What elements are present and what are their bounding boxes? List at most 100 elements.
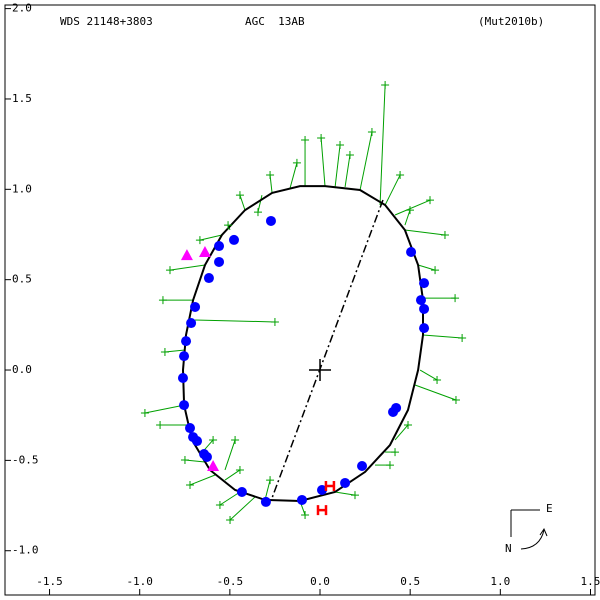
x-tick-label: 1.0 xyxy=(490,575,510,588)
observation-plus xyxy=(385,461,394,470)
x-tick-label: -1.5 xyxy=(36,575,63,588)
observation-dot xyxy=(419,303,430,314)
observation-plus xyxy=(215,501,224,510)
y-tick-label: -0.5 xyxy=(12,453,39,466)
observation-dot xyxy=(177,372,188,383)
observation-plus xyxy=(226,516,235,525)
primary-star xyxy=(309,359,332,382)
observation-plus xyxy=(345,150,354,159)
observation-plus xyxy=(391,448,400,457)
observation-plus xyxy=(404,420,413,429)
observation-plus xyxy=(270,317,279,326)
compass-east: E xyxy=(546,502,553,515)
residual-line xyxy=(404,229,446,236)
residual-line xyxy=(419,369,438,381)
plot-layer xyxy=(140,81,467,525)
observation-dot xyxy=(419,278,430,289)
residual-line xyxy=(334,144,341,189)
observation-dot xyxy=(179,351,190,362)
observation-dot xyxy=(406,247,417,258)
observation-triangle xyxy=(198,246,211,258)
observation-triangle xyxy=(180,249,193,261)
compass-arrow xyxy=(520,529,545,550)
x-tick-label: 0.5 xyxy=(400,575,420,588)
observation-dot xyxy=(192,436,203,447)
residual-line xyxy=(229,496,256,521)
observation-plus xyxy=(451,396,460,405)
residual-line xyxy=(394,199,431,216)
observation-plus xyxy=(165,266,174,275)
residual-line xyxy=(219,491,241,506)
observation-plus xyxy=(350,491,359,500)
observation-plus xyxy=(431,266,440,275)
observation-plus xyxy=(180,456,189,465)
observation-plus xyxy=(381,81,390,90)
compass-north: N xyxy=(505,542,512,555)
observation-plus xyxy=(266,171,275,180)
compass xyxy=(510,509,548,550)
residual-line xyxy=(384,174,401,206)
residual-line xyxy=(264,479,271,501)
observation-dot xyxy=(415,295,426,306)
plot-frame xyxy=(4,4,596,596)
x-tick-label: 1.5 xyxy=(581,575,600,588)
observation-plus xyxy=(367,128,376,137)
y-tick-label: 2.0 xyxy=(12,2,32,15)
residual-line xyxy=(144,404,185,414)
observation-dot xyxy=(260,496,271,507)
observation-plus xyxy=(266,476,275,485)
reference: (Mut2010b) xyxy=(478,15,544,28)
y-tick-label: 0.0 xyxy=(12,363,32,376)
observation-dot xyxy=(179,400,190,411)
observation-plus xyxy=(231,435,240,444)
residual-line xyxy=(169,264,206,271)
observation-plus xyxy=(156,420,165,429)
residual-line xyxy=(422,334,463,339)
residual-line xyxy=(394,424,409,441)
observation-triangle xyxy=(207,459,220,471)
observation-dot xyxy=(203,273,214,284)
observation-plus xyxy=(426,196,435,205)
observation-plus xyxy=(195,236,204,245)
compass-arrowhead xyxy=(539,527,548,537)
observation-plus xyxy=(292,158,301,167)
observation-plus xyxy=(158,296,167,305)
residual-line xyxy=(379,85,386,206)
observation-plus xyxy=(209,435,218,444)
observation-plus xyxy=(451,294,460,303)
residual-line xyxy=(289,162,298,189)
observation-dot xyxy=(236,486,247,497)
y-tick-label: -1.0 xyxy=(12,544,39,557)
observation-dot xyxy=(214,256,225,267)
observation-plus xyxy=(336,141,345,150)
x-tick-label: -0.5 xyxy=(217,575,244,588)
residual-line xyxy=(224,439,236,471)
observation-plus xyxy=(458,334,467,343)
observation-dot xyxy=(229,234,240,245)
observation-dot xyxy=(181,336,192,347)
observation-dot xyxy=(391,402,402,413)
residual-line xyxy=(239,194,246,211)
observation-plus xyxy=(186,480,195,489)
residual-line xyxy=(414,384,457,401)
residual-line xyxy=(417,264,436,271)
chart-subtitle: AGC 13AB xyxy=(245,15,305,28)
residual-line xyxy=(195,319,275,323)
observation-dot xyxy=(296,494,307,505)
observation-plus xyxy=(301,135,310,144)
residual-line xyxy=(257,194,263,213)
observation-plus xyxy=(317,133,326,142)
observation-dot xyxy=(214,241,225,252)
observation-plus xyxy=(433,375,442,384)
observation-dot xyxy=(357,460,368,471)
observation-plus xyxy=(301,510,310,519)
residual-line xyxy=(359,131,373,191)
y-tick-label: 1.5 xyxy=(12,92,32,105)
observation-plus xyxy=(160,347,169,356)
observation-h xyxy=(324,481,336,492)
observation-h xyxy=(316,505,328,516)
observation-plus xyxy=(235,465,244,474)
observation-dot xyxy=(190,301,201,312)
observation-plus xyxy=(224,221,233,230)
